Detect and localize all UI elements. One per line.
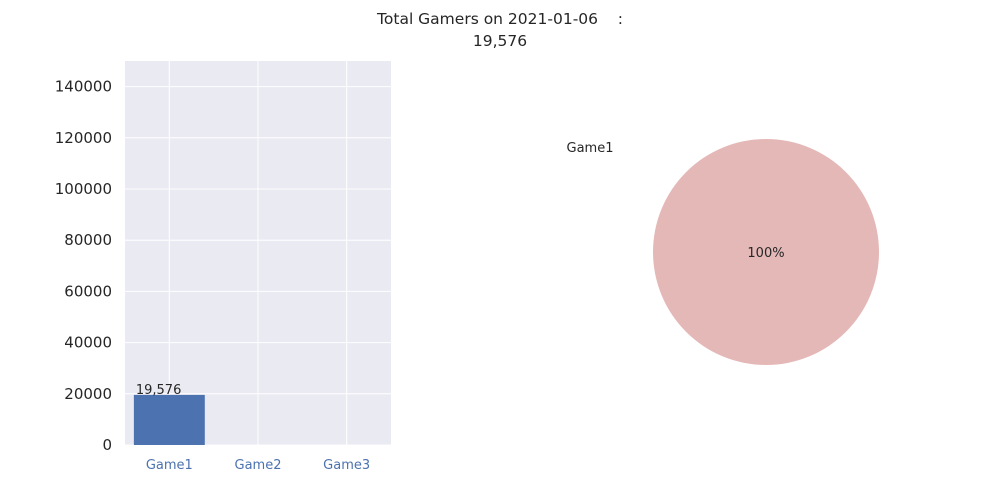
pie-percent-label: 100% xyxy=(747,246,784,261)
bar-game1 xyxy=(133,394,205,445)
x-tick-label: Game1 xyxy=(146,458,193,473)
x-tick-label: Game2 xyxy=(235,458,282,473)
figure-title-line2: 19,576 xyxy=(473,32,527,50)
bar-data-label: 19,576 xyxy=(136,383,182,398)
pie-chart: Game1 100% xyxy=(567,139,879,365)
y-tick-label: 40000 xyxy=(64,334,112,352)
pie-label: Game1 xyxy=(567,141,614,156)
y-tick-label: 0 xyxy=(102,436,112,454)
y-tick-label: 20000 xyxy=(64,385,112,403)
x-tick-label: Game3 xyxy=(323,458,370,473)
y-tick-label: 80000 xyxy=(64,231,112,249)
figure-title-line1: Total Gamers on 2021-01-06 : xyxy=(376,10,623,28)
y-tick-label: 140000 xyxy=(55,78,112,96)
y-tick-label: 120000 xyxy=(55,129,112,147)
y-tick-label: 100000 xyxy=(55,180,112,198)
bar-chart: 19,576 0 20000 40000 60000 80000 100000 120000 1… xyxy=(55,61,391,473)
y-tick-label: 60000 xyxy=(64,282,112,300)
pie-slice-game1 xyxy=(653,139,879,365)
